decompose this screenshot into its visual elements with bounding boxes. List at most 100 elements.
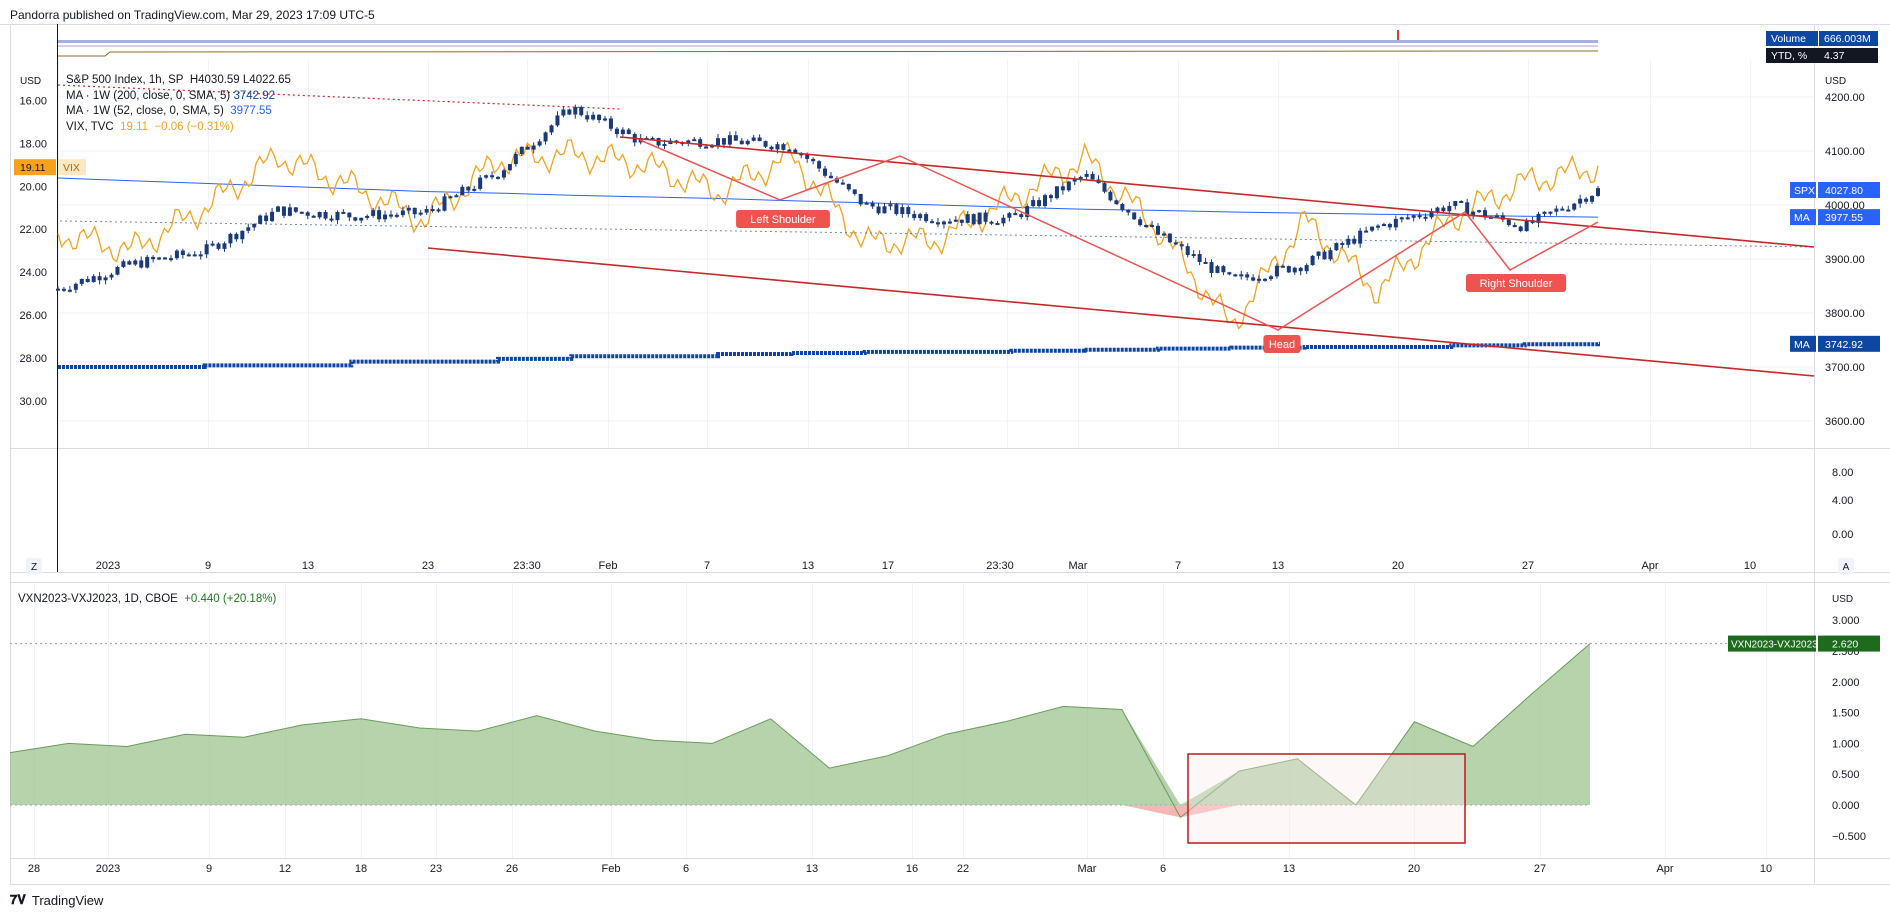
- spx-candle-body: [769, 146, 774, 150]
- spx-candle-body: [882, 206, 887, 214]
- spx-candle-body: [1572, 203, 1577, 210]
- legend-ma200[interactable]: MA · 1W (200, close, 0, SMA, 5) 3742.92: [66, 89, 291, 105]
- zoom-z-button[interactable]: [26, 558, 42, 574]
- spx-candle-body: [805, 154, 810, 159]
- spx-candle-body: [1429, 211, 1434, 218]
- spx-candle-body: [394, 214, 399, 217]
- right-axis-tick: 3600.00: [1825, 416, 1865, 428]
- x-axis-bottom-tick: Mar: [1078, 863, 1097, 875]
- bottom-axis-unit: USD: [1832, 594, 1853, 605]
- tradingview-footer[interactable]: 𝟕𝐕 TradingView: [10, 892, 103, 908]
- spx-candle-body: [174, 250, 179, 259]
- spx-candle-body: [1037, 200, 1042, 207]
- spx-candle-body: [1268, 276, 1273, 280]
- bottom-legend-name: VXN2023-VXJ2023, 1D, CBOE: [18, 593, 178, 605]
- head-label-bg[interactable]: [1263, 335, 1301, 353]
- spx-candle-body: [1411, 215, 1416, 218]
- spx-candle-body: [1536, 213, 1541, 223]
- spx-candle-body: [1150, 224, 1155, 227]
- legend-ma200-name: MA · 1W (200, close, 0, SMA, 5): [66, 89, 231, 102]
- spx-candle-body: [1405, 217, 1410, 220]
- spread-area-positive[interactable]: [10, 643, 1590, 806]
- spx-candle-body: [828, 175, 833, 179]
- spx-candle-body: [281, 206, 286, 216]
- spx-candle-body: [1001, 217, 1006, 224]
- spx-candle-body: [151, 256, 156, 260]
- spx-candle-body: [906, 207, 911, 215]
- spx-candle-body: [496, 176, 500, 179]
- x-axis-top-tick: 23:30: [513, 560, 541, 572]
- bottom-legend[interactable]: VXN2023-VXJ2023, 1D, CBOE +0.440 (+20.18…: [18, 593, 276, 605]
- right-shoulder-label-bg[interactable]: [1465, 274, 1567, 292]
- spx-price-line: [59, 220, 1815, 248]
- main-legend: S&P 500 Index, 1h, SP H4030.59 L4022.65 …: [66, 73, 291, 135]
- spx-candle-body: [1340, 243, 1345, 246]
- spx-candle-body: [1203, 261, 1208, 264]
- spx-candle-body: [365, 215, 370, 218]
- spx-candle-body: [133, 260, 138, 265]
- spx-candle-body: [727, 135, 732, 145]
- spx-candle-body: [686, 140, 691, 144]
- vix-line[interactable]: [57, 139, 1599, 330]
- spx-candle-body: [1459, 201, 1464, 204]
- legend-spx[interactable]: S&P 500 Index, 1h, SP H4030.59 L4022.65: [66, 73, 291, 89]
- right-axis-tick: 3900.00: [1825, 254, 1865, 266]
- x-axis-top-tick: 23:30: [986, 560, 1014, 572]
- spx-candle-body: [983, 212, 988, 222]
- spx-candle-body: [555, 115, 560, 126]
- spread-badge-value: 2.620: [1832, 639, 1858, 651]
- price-badge-label-bg: [1790, 209, 1816, 226]
- spx-candle-body: [1239, 274, 1244, 277]
- grid-top: [58, 60, 1814, 448]
- spx-candle-body: [1566, 209, 1571, 212]
- head-shoulders-pattern[interactable]: [639, 139, 1599, 331]
- left-shoulder-label-bg[interactable]: [736, 210, 830, 228]
- channel-lower-line[interactable]: [427, 247, 1815, 377]
- spx-candle-body: [513, 153, 518, 165]
- spx-candle-body: [1578, 198, 1583, 204]
- channel-upper-line[interactable]: [619, 136, 1815, 248]
- spx-candle-body: [1560, 208, 1565, 211]
- spx-candle-body: [192, 254, 197, 257]
- highlight-box[interactable]: [1187, 753, 1466, 844]
- spx-candle-body: [1209, 262, 1214, 273]
- spx-candle-body: [894, 204, 899, 215]
- spx-candle-body: [846, 184, 851, 190]
- volume-badge-value: 666.003M: [1824, 33, 1871, 45]
- spx-candle-body: [329, 218, 334, 221]
- spx-candle-body: [965, 214, 970, 223]
- right-axis-lower-tick: 0.00: [1832, 529, 1853, 541]
- spx-candle-body: [561, 109, 566, 116]
- spx-candle-body: [936, 222, 940, 225]
- spx-candle-body: [1227, 272, 1232, 275]
- legend-ma52[interactable]: MA · 1W (52, close, 0, SMA, 5) 3977.55: [66, 104, 291, 120]
- price-badge-value: 3742.92: [1825, 339, 1863, 351]
- bottom-axis-tick: 1.000: [1832, 738, 1860, 750]
- spx-candle-body: [341, 211, 346, 214]
- legend-ma52-name: MA · 1W (52, close, 0, SMA, 5): [66, 105, 224, 117]
- x-axis-bottom-tick: Apr: [1656, 863, 1673, 875]
- ma52-line[interactable]: [57, 177, 1599, 218]
- x-axis-top-tick: 7: [1175, 560, 1181, 572]
- spx-candle-body: [1524, 220, 1529, 232]
- spx-candle-body: [478, 177, 483, 189]
- spx-candle-body: [585, 115, 590, 120]
- ma200-line[interactable]: [58, 341, 1600, 369]
- spread-area-negative[interactable]: [10, 805, 1590, 818]
- spx-candle-body: [1031, 200, 1036, 207]
- spx-candle-body: [543, 132, 548, 142]
- spx-candle-body: [924, 214, 929, 222]
- spx-candle-body: [1399, 217, 1404, 220]
- spx-candle-body: [293, 207, 298, 212]
- spx-candle-body: [1477, 210, 1482, 213]
- tradingview-brand: TradingView: [31, 892, 104, 908]
- spx-candle-body: [109, 274, 114, 278]
- legend-vix[interactable]: VIX, TVC 19.11 −0.06 (−0.31%): [66, 120, 291, 136]
- legend-vix-name: VIX, TVC: [66, 120, 114, 133]
- price-badge-label-bg: [1790, 181, 1816, 198]
- spx-candle-body: [299, 211, 304, 214]
- auto-a-button[interactable]: [1838, 558, 1854, 574]
- right-shoulder-label: Right Shoulder: [1480, 278, 1553, 290]
- spread-line[interactable]: [9, 643, 1591, 819]
